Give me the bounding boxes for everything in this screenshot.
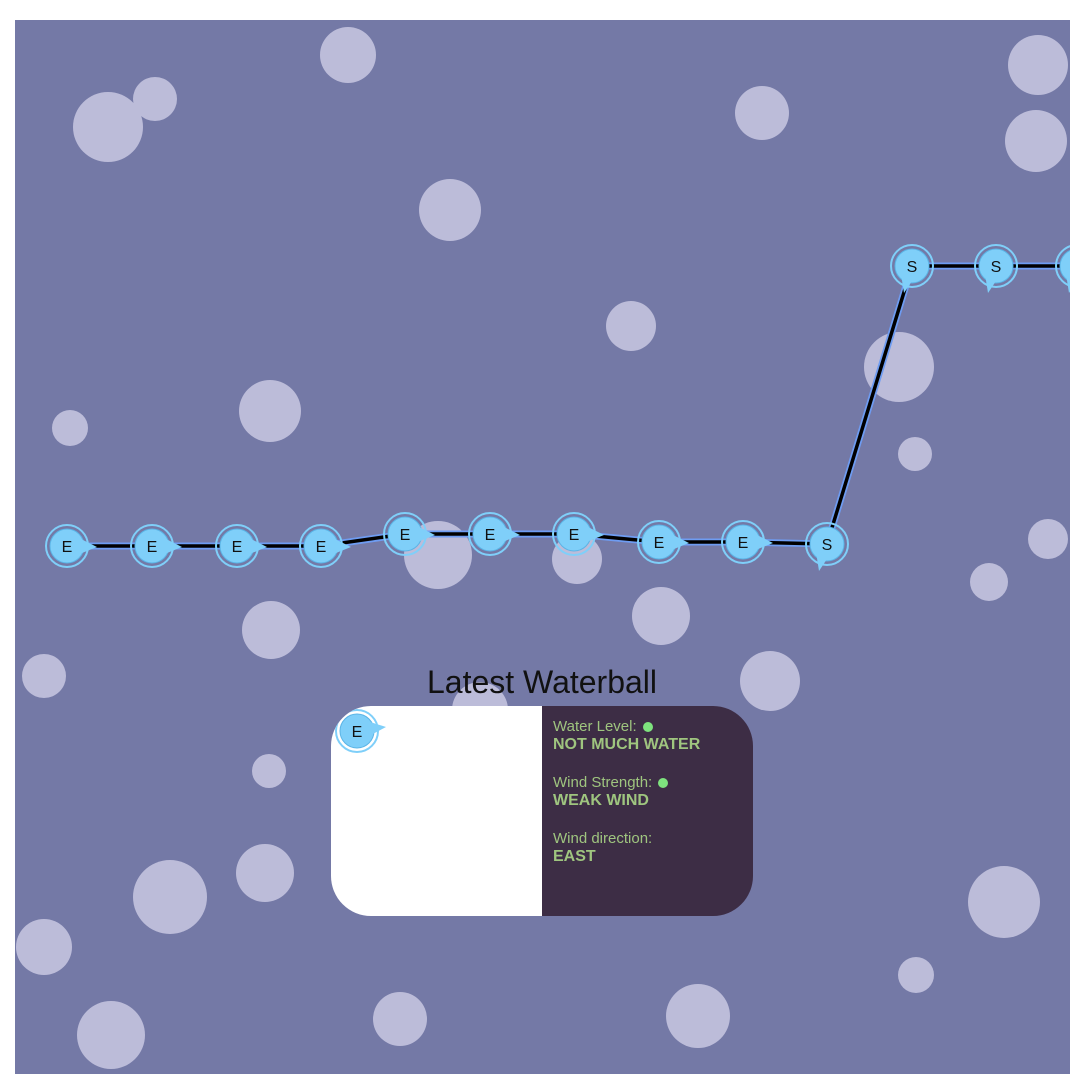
waterball: S — [805, 522, 849, 571]
wind-arrow-icon — [1066, 274, 1070, 293]
bubble — [133, 77, 177, 121]
wind-direction-value: EAST — [553, 848, 596, 865]
bubble — [735, 86, 789, 140]
waterball-label: E — [400, 527, 411, 544]
bubble — [1005, 110, 1067, 172]
waterball-label: E — [232, 539, 243, 556]
latest-ball-stats: Water Level: NOT MUCH WATER Wind Strengt… — [542, 706, 753, 916]
water-level-stat: Water Level: NOT MUCH WATER — [553, 718, 753, 755]
water-level-value: NOT MUCH WATER — [553, 736, 701, 753]
waterball-label: E — [147, 539, 158, 556]
wind-arrow-icon — [415, 525, 435, 543]
wind-arrow-icon — [162, 537, 182, 555]
waterball: S — [974, 244, 1018, 293]
waterball-ring — [890, 244, 934, 288]
latest-ball-preview: E — [331, 706, 542, 916]
bubble — [1008, 35, 1068, 95]
wind-arrow-icon — [331, 537, 351, 555]
wind-strength-label: Wind Strength: — [553, 774, 653, 791]
bubble — [419, 179, 481, 241]
bubble — [320, 27, 376, 83]
wind-arrow-icon — [77, 537, 97, 555]
waterball-label: S — [907, 259, 918, 276]
water-level-status-dot — [642, 721, 653, 732]
bubble — [632, 587, 690, 645]
bubble — [242, 601, 300, 659]
waterball-ring — [1055, 245, 1070, 287]
waterball-body — [809, 526, 845, 562]
bubble — [666, 984, 730, 1048]
bubble — [1028, 519, 1068, 559]
wind-arrow-icon — [669, 533, 689, 551]
bubble — [77, 1001, 145, 1069]
balls-layer: E E E E E E E E E S S S S — [45, 244, 1070, 571]
bubble — [968, 866, 1040, 938]
waterball-body — [1059, 249, 1070, 283]
bubble — [373, 992, 427, 1046]
waterball-ring — [805, 522, 849, 566]
waterball-map: E E E E E E E E E S S S S Latest Waterball E Water L… — [15, 20, 1070, 1074]
wind-arrow-icon — [901, 274, 914, 293]
bubble — [16, 919, 72, 975]
wind-strength-status-dot — [658, 777, 669, 788]
waterball: S — [1055, 245, 1070, 293]
waterball-label: E — [485, 527, 496, 544]
waterball: E — [45, 524, 97, 568]
waterball-label: E — [654, 535, 665, 552]
wind-strength-stat: Wind Strength: WEAK WIND — [553, 774, 753, 811]
waterball: E — [468, 512, 520, 556]
bubble — [864, 332, 934, 402]
bubble — [239, 380, 301, 442]
waterball-label: E — [316, 539, 327, 556]
waterball: E — [299, 524, 351, 568]
waterball: E — [383, 512, 435, 556]
bubble — [740, 651, 800, 711]
waterball-label: E — [738, 535, 749, 552]
wind-strength-value: WEAK WIND — [553, 792, 649, 809]
wind-direction-stat: Wind direction: EAST — [553, 830, 753, 867]
waterball-label: S — [991, 259, 1002, 276]
bubble — [73, 92, 143, 162]
bubble — [52, 410, 88, 446]
bubble — [252, 754, 286, 788]
bubble — [970, 563, 1008, 601]
water-level-label: Water Level: — [553, 718, 637, 735]
waterball: S — [890, 244, 934, 293]
latest-waterball-card: E Water Level: NOT MUCH WATER Wind Stren… — [331, 706, 753, 916]
bubble — [606, 301, 656, 351]
panel-title: Latest Waterball — [426, 664, 658, 700]
waterball: E — [130, 524, 182, 568]
waterball: E — [721, 520, 773, 564]
wind-arrow-icon — [247, 537, 267, 555]
waterball-body — [978, 248, 1014, 284]
bubble — [133, 860, 207, 934]
bubble — [22, 654, 66, 698]
wind-direction-label: Wind direction: — [553, 830, 653, 847]
waterball: E — [215, 524, 267, 568]
wind-arrow-icon — [816, 552, 829, 571]
wind-arrow-icon — [753, 533, 773, 551]
wind-arrow-icon — [584, 525, 604, 543]
waterball-ring — [974, 244, 1018, 288]
waterball-label: E — [62, 539, 73, 556]
bubble — [236, 844, 294, 902]
wind-arrow-icon — [985, 274, 998, 293]
bubble — [898, 957, 934, 993]
latest-ball-icon: E — [335, 709, 386, 753]
waterball: E — [552, 512, 604, 556]
wind-arrow-icon — [500, 525, 520, 543]
bubble — [898, 437, 932, 471]
waterball-label: S — [822, 537, 833, 554]
waterball: E — [637, 520, 689, 564]
latest-ball-label: E — [352, 724, 363, 741]
waterball-label: E — [569, 527, 580, 544]
waterball-body — [894, 248, 930, 284]
